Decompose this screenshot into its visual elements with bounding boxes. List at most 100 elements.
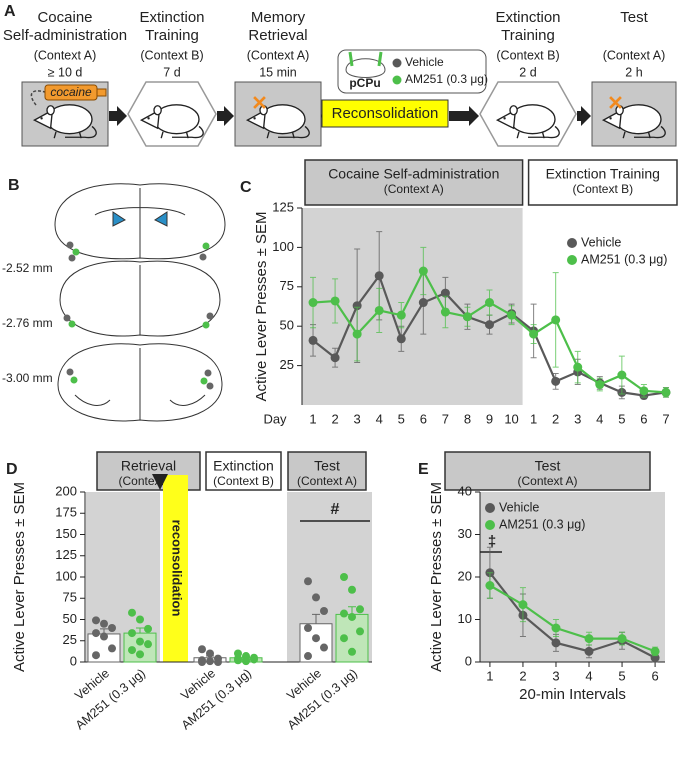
catheter <box>30 90 46 106</box>
header-title: Test <box>535 458 561 474</box>
legend-label: Vehicle <box>499 500 539 514</box>
x-tick-label: 5 <box>618 668 625 683</box>
stage-title: Memory <box>251 9 306 26</box>
x-tick-label: 7 <box>442 411 449 426</box>
x-tick-label: 3 <box>574 411 581 426</box>
phase-marker <box>152 474 168 490</box>
arrow <box>577 106 591 126</box>
header-title: Retrieval <box>121 458 176 474</box>
data-point <box>348 647 356 656</box>
brain-sections <box>54 183 226 422</box>
arrow <box>217 106 234 126</box>
y-tick-label: 125 <box>55 547 77 562</box>
header-box <box>304 159 524 206</box>
x-tick-label: 2 <box>519 668 526 683</box>
y-tick-label: 40 <box>458 483 472 498</box>
y-tick-label: 0 <box>70 653 77 668</box>
data-point <box>242 657 250 666</box>
phase-label: reconsolidation <box>170 520 185 617</box>
point <box>661 387 671 397</box>
data-point <box>304 624 312 632</box>
stage-title: Retrieval <box>248 27 307 44</box>
legend-dot <box>485 520 495 530</box>
data-point <box>92 616 100 625</box>
x-tick-label: 4 <box>596 411 603 426</box>
x-tick-label: 5 <box>398 411 405 426</box>
stage-title: Extinction <box>139 9 204 26</box>
legend-label: AM251 (0.3 μg) <box>581 252 667 266</box>
panel-label: B <box>8 177 20 194</box>
stage-title: Training <box>501 27 555 44</box>
legend-label: Vehicle <box>405 55 444 69</box>
stage-duration: ≥ 10 d <box>48 65 83 79</box>
cannula <box>348 51 383 67</box>
legend-dot <box>485 503 495 513</box>
stage-duration: 2 d <box>519 65 536 79</box>
point <box>418 298 428 308</box>
point <box>551 623 561 633</box>
point <box>485 298 494 308</box>
stage-title: Test <box>620 9 648 26</box>
data-point <box>198 658 206 666</box>
header-subtitle: (Context A) <box>517 474 577 488</box>
y-tick-label: 75 <box>63 590 77 605</box>
x-tick-label: 1 <box>486 668 493 683</box>
y-tick-label: 25 <box>63 632 77 647</box>
data-point <box>206 657 214 666</box>
data-point <box>144 624 152 633</box>
x-tick-label: 10 <box>504 411 518 426</box>
x-axis-label: Day <box>263 411 287 426</box>
point <box>584 634 594 644</box>
x-tick-label: 7 <box>662 411 669 426</box>
x-axis-label: 20-min Intervals <box>519 686 626 703</box>
data-point <box>356 605 364 614</box>
legend-label: AM251 (0.3 μg) <box>499 517 585 531</box>
data-point <box>340 634 348 643</box>
data-point <box>144 640 152 649</box>
point <box>396 334 406 344</box>
point <box>573 362 583 372</box>
y-tick-label: 100 <box>55 568 77 583</box>
point <box>396 310 406 320</box>
header-title: Extinction <box>213 458 274 474</box>
point <box>374 271 384 281</box>
data-point <box>92 651 100 660</box>
data-point <box>206 649 214 658</box>
series-line <box>489 572 656 659</box>
stage-duration: 2 h <box>625 65 642 79</box>
point <box>551 315 561 325</box>
header-title: Extinction Training <box>546 166 660 182</box>
data-point <box>100 632 108 641</box>
stage-context: (Context A) <box>247 48 310 62</box>
y-axis-label: Active Lever Presses ± SEM <box>428 482 445 672</box>
point <box>584 646 594 656</box>
point <box>308 298 318 308</box>
legend-label: AM251 (0.3 μg) <box>405 72 488 86</box>
header-box <box>444 451 651 491</box>
arrow <box>109 106 127 126</box>
point <box>418 266 428 276</box>
point <box>639 386 649 396</box>
panel-label: A <box>4 3 16 20</box>
x-tick-label: 4 <box>376 411 383 426</box>
stage-context: (Context A) <box>603 48 666 62</box>
stage-duration: 15 min <box>259 65 297 79</box>
header-subtitle: (Context A) <box>384 182 444 196</box>
data-point <box>340 573 348 581</box>
panel-label: C <box>240 179 252 196</box>
section-label: -2.76 mm <box>2 316 53 330</box>
data-point <box>214 658 222 666</box>
phase-box <box>321 99 449 128</box>
data-point <box>136 615 144 624</box>
data-point <box>312 634 320 643</box>
point <box>374 305 384 315</box>
panel-label: E <box>418 461 429 478</box>
header-subtitle: (Context B) <box>572 182 633 196</box>
panel-label: D <box>6 461 18 478</box>
arrow <box>449 106 479 126</box>
legend-dot <box>392 75 402 85</box>
data-point <box>100 619 108 628</box>
legend-dot <box>567 255 577 265</box>
x-tick-label: 5 <box>618 411 625 426</box>
data-point <box>250 655 258 664</box>
